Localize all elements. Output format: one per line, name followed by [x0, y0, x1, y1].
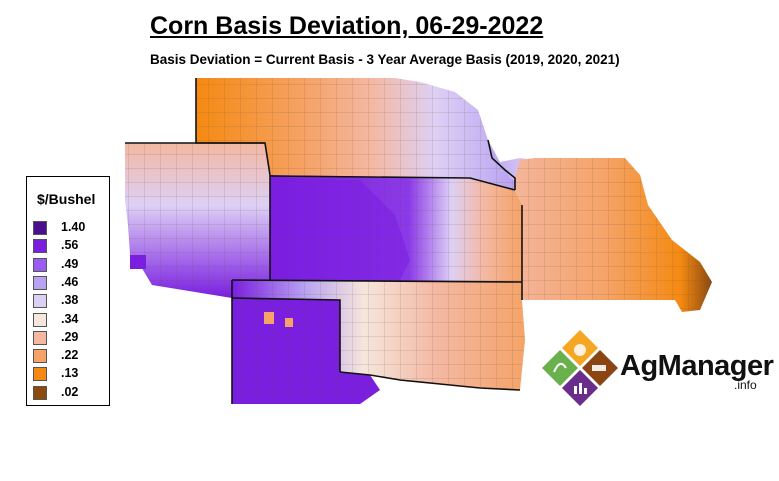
legend-swatch	[33, 294, 47, 309]
legend-item: .34	[33, 312, 105, 329]
legend-swatch	[33, 385, 47, 400]
legend-item: .13	[33, 366, 105, 383]
legend-item: .29	[33, 330, 105, 347]
region-kansas-core	[270, 178, 410, 280]
state-borders	[125, 78, 523, 404]
legend-item: .46	[33, 275, 105, 292]
legend-item: 1.40	[33, 220, 105, 237]
legend-label: .38	[61, 293, 79, 308]
legend-swatch	[33, 275, 47, 290]
region-colorado-tab	[130, 255, 146, 269]
legend-label: .22	[61, 348, 79, 363]
hotspot-1	[264, 312, 274, 324]
legend-label: .13	[61, 366, 79, 381]
logo-wordmark: AgManager	[620, 350, 774, 382]
logo-suffix: .info	[734, 378, 757, 392]
hotspot-2	[285, 318, 293, 327]
legend-item: .38	[33, 293, 105, 310]
legend-swatch	[33, 330, 47, 345]
legend-label: .46	[61, 274, 79, 289]
legend-title: $/Bushel	[37, 191, 96, 207]
legend-item: .56	[33, 238, 105, 255]
legend-item: .49	[33, 257, 105, 274]
legend-swatch	[33, 221, 47, 235]
legend-label: .34	[61, 311, 79, 326]
legend-swatch	[33, 239, 47, 254]
legend-swatch	[33, 257, 47, 272]
legend-label: .49	[61, 256, 79, 271]
legend-label: .02	[61, 384, 79, 399]
legend: $/Bushel 1.40 .56 .49 .46 .38 .34 .29 .22 .13 .02	[26, 176, 110, 406]
legend-label: 1.40	[61, 220, 86, 234]
map-title: Corn Basis Deviation, 06-29-2022	[150, 12, 544, 40]
map-subtitle: Basis Deviation = Current Basis - 3 Year…	[150, 52, 620, 67]
agmanager-logo-icon	[540, 328, 620, 408]
legend-label: .29	[61, 329, 79, 344]
legend-swatch	[33, 367, 47, 382]
legend-swatch	[33, 349, 47, 364]
legend-item: .22	[33, 348, 105, 365]
legend-label: .56	[61, 238, 79, 253]
legend-item: .02	[33, 385, 105, 402]
legend-swatch	[33, 312, 47, 327]
